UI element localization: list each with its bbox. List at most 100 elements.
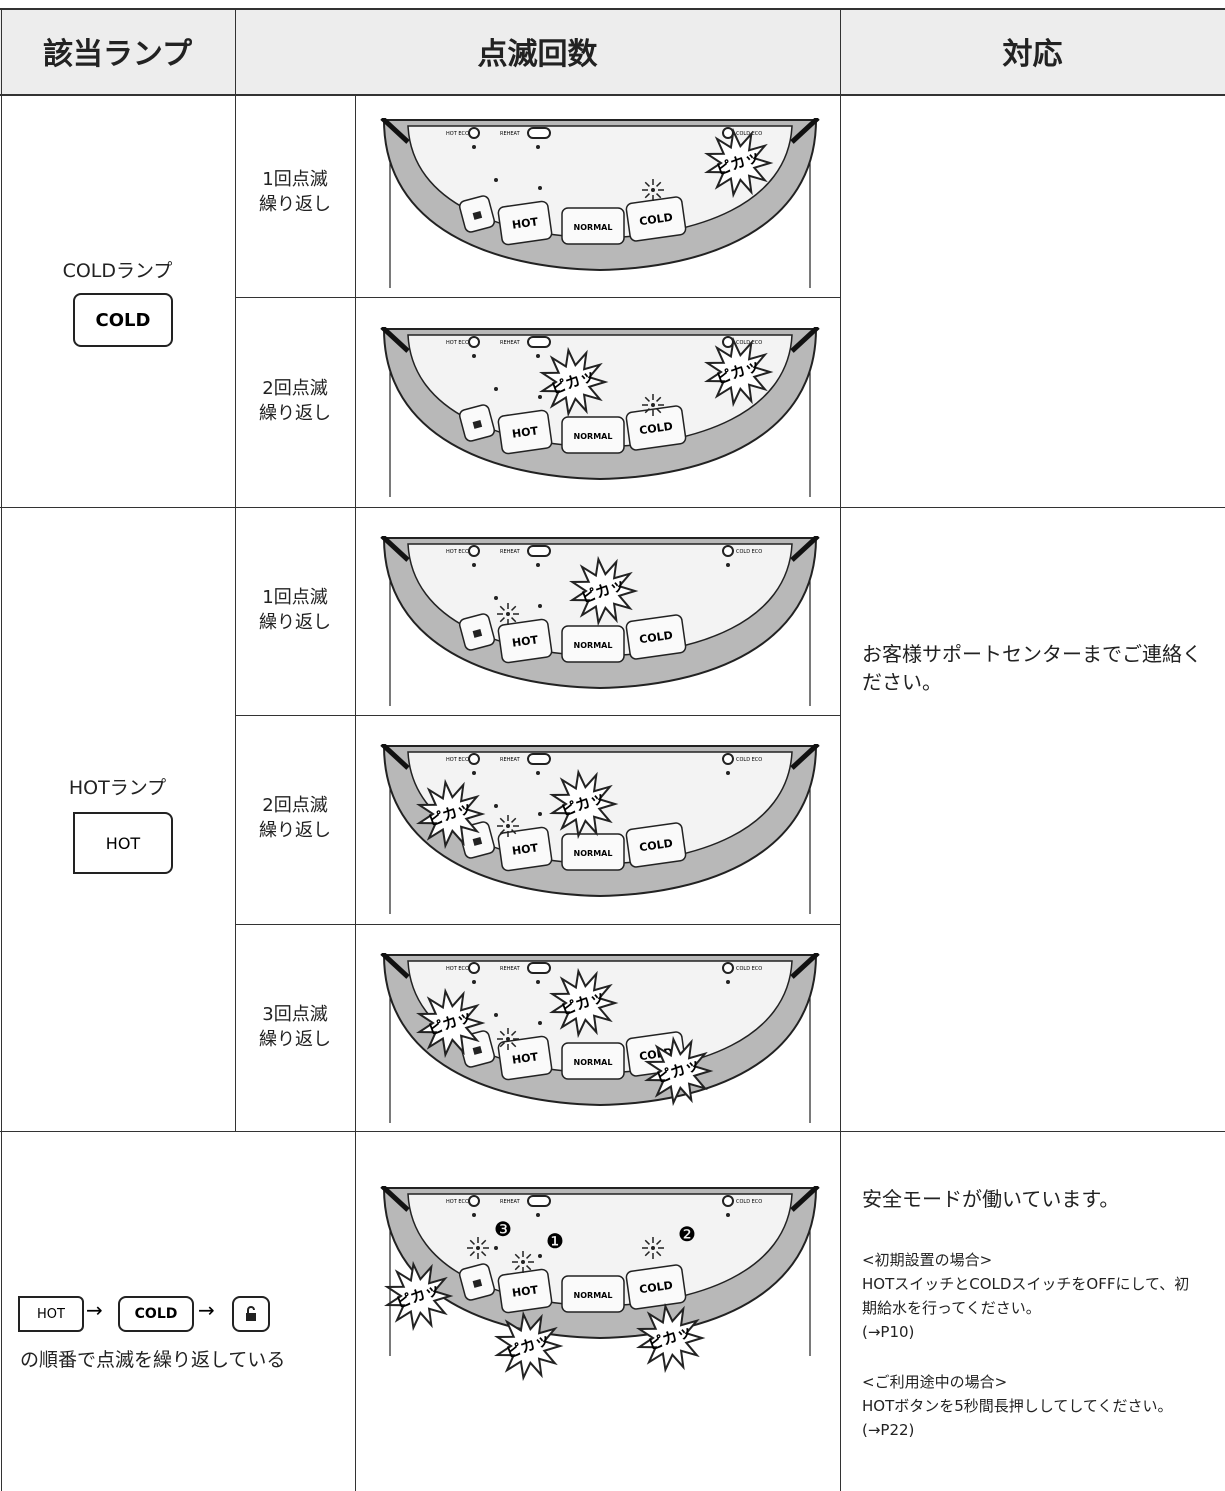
rule xyxy=(355,95,356,1491)
sparkle xyxy=(511,829,517,835)
panel-button-label: HOT xyxy=(511,633,539,650)
header-cell: 点滅回数 xyxy=(477,37,598,72)
panel-svg: HOT ECO REHEAT COLD ECO HOT NORMAL COLD ピカ… xyxy=(380,325,820,497)
panel-button: NORMAL xyxy=(561,416,625,454)
sparkle xyxy=(511,1042,517,1048)
text: <ご利用途中の場合> xyxy=(862,1373,1008,1391)
panel-button: HOT xyxy=(497,826,553,872)
panel-button-label: HOT xyxy=(511,841,539,858)
text: 繰り返し xyxy=(259,403,331,424)
panel-button xyxy=(458,1263,496,1301)
header-bg xyxy=(0,8,1225,94)
sparkle xyxy=(656,408,662,414)
text: 2回点滅 xyxy=(262,378,328,399)
sparkle xyxy=(499,617,505,623)
sparkle xyxy=(506,612,510,616)
text: 1回点滅 xyxy=(262,587,328,608)
sparkle xyxy=(521,1260,525,1264)
sparkle xyxy=(469,1239,475,1245)
sparkle xyxy=(656,1239,662,1245)
sparkle xyxy=(469,1251,475,1257)
panel-button: NORMAL xyxy=(561,207,625,245)
rule xyxy=(235,297,840,298)
panel-button-label: COLD xyxy=(639,211,674,229)
arrow: → xyxy=(198,1298,215,1322)
rule xyxy=(840,8,841,1491)
sparkle xyxy=(651,1246,655,1250)
flash-burst xyxy=(549,967,619,1039)
panel-svg: HOT ECO REHEAT COLD ECO HOT NORMAL COLD ピカ… xyxy=(380,534,820,706)
panel-illustration: HOT ECO REHEAT COLD ECO HOT NORMAL COLD ピカ… xyxy=(378,116,822,308)
sparkle xyxy=(651,403,655,407)
panel-button: COLD xyxy=(625,614,687,660)
blink-count: 3回点滅 繰り返し xyxy=(235,1002,355,1052)
panel-button xyxy=(458,1030,496,1068)
step-marker: ❶ xyxy=(546,1229,564,1253)
lock-icon xyxy=(246,1306,256,1321)
panel-button: COLD xyxy=(625,1264,687,1310)
led-label: HOT ECO xyxy=(446,340,469,346)
panel-button-label: NORMAL xyxy=(574,223,613,232)
arrow: → xyxy=(86,1298,103,1322)
text: 繰り返し xyxy=(259,194,331,215)
panel-button: HOT xyxy=(497,1268,553,1314)
header-cell: 該当ランプ xyxy=(42,37,193,72)
flash-burst xyxy=(704,336,774,408)
panel-button: COLD xyxy=(625,822,687,868)
rule xyxy=(0,8,1225,10)
panel-button: HOT xyxy=(497,1035,553,1081)
lamp-button: COLD xyxy=(73,293,173,347)
panel-button-label: COLD xyxy=(639,420,674,438)
sparkle xyxy=(656,181,662,187)
sequence-text: の順番で点滅を繰り返している xyxy=(20,1349,286,1371)
led-label: REHEAT xyxy=(500,549,521,555)
panel-button-label: COLD xyxy=(639,629,674,647)
flash-burst xyxy=(416,987,486,1059)
sparkle xyxy=(644,1251,650,1257)
sparkle xyxy=(499,829,505,835)
flash-burst xyxy=(494,1310,564,1382)
flash-burst xyxy=(384,1260,454,1332)
sparkle xyxy=(656,1251,662,1257)
text: 繰り返し xyxy=(259,820,331,841)
sparkle xyxy=(506,1037,510,1041)
panel-button: HOT xyxy=(497,200,553,246)
text: (→P10) xyxy=(862,1323,915,1341)
sparkle xyxy=(656,396,662,402)
sparkle xyxy=(511,1030,517,1036)
action-text: お客様サポートセンターまでご連絡ください。 xyxy=(862,642,1202,694)
panel-button: HOT xyxy=(497,618,553,664)
panel-button: HOT xyxy=(497,409,553,455)
led-label: COLD ECO xyxy=(736,1199,762,1205)
led-label: REHEAT xyxy=(500,1199,521,1205)
panel-illustration: HOT ECO REHEAT COLD ECO HOT NORMAL COLD ピカ… xyxy=(378,1184,822,1386)
lamp-name: HOTランプ xyxy=(68,777,167,799)
blink-count: 2回点滅繰り返し xyxy=(235,376,355,426)
panel-button xyxy=(458,404,496,442)
panel-button-label: NORMAL xyxy=(574,1058,613,1067)
panel-button: NORMAL xyxy=(561,1042,625,1080)
panel-button-label: NORMAL xyxy=(574,849,613,858)
safe-in-use: <ご利用途中の場合> HOTボタンを5秒間長押ししてしてください。(→P22) xyxy=(862,1370,1202,1442)
led-label: HOT ECO xyxy=(446,549,469,555)
sparkle xyxy=(656,193,662,199)
sequence-button: HOT xyxy=(18,1296,84,1332)
sequence-button: COLD xyxy=(118,1296,194,1332)
panel-button-label: NORMAL xyxy=(574,1291,613,1300)
flash-burst xyxy=(539,346,609,418)
panel-button-label: NORMAL xyxy=(574,432,613,441)
blink-count: 1回点滅 繰り返し xyxy=(235,167,355,217)
panel-illustration: HOT ECO REHEAT COLD ECO HOT NORMAL COLD ピカ… xyxy=(378,534,822,726)
flash-burst xyxy=(569,555,639,627)
text: HOTボタンを5秒間長押ししてしてください。(→P22) xyxy=(862,1397,1173,1439)
blink-count: 2回点滅 繰り返し xyxy=(235,793,355,843)
panel-button xyxy=(458,821,496,859)
flash-burst xyxy=(704,127,774,199)
blink-count: 1回点滅 繰り返し xyxy=(235,585,355,635)
sparkle xyxy=(644,193,650,199)
header-cell: 対応 xyxy=(1002,37,1063,72)
sparkle xyxy=(506,824,510,828)
rule xyxy=(0,94,1225,96)
led-label: COLD ECO xyxy=(736,340,762,346)
